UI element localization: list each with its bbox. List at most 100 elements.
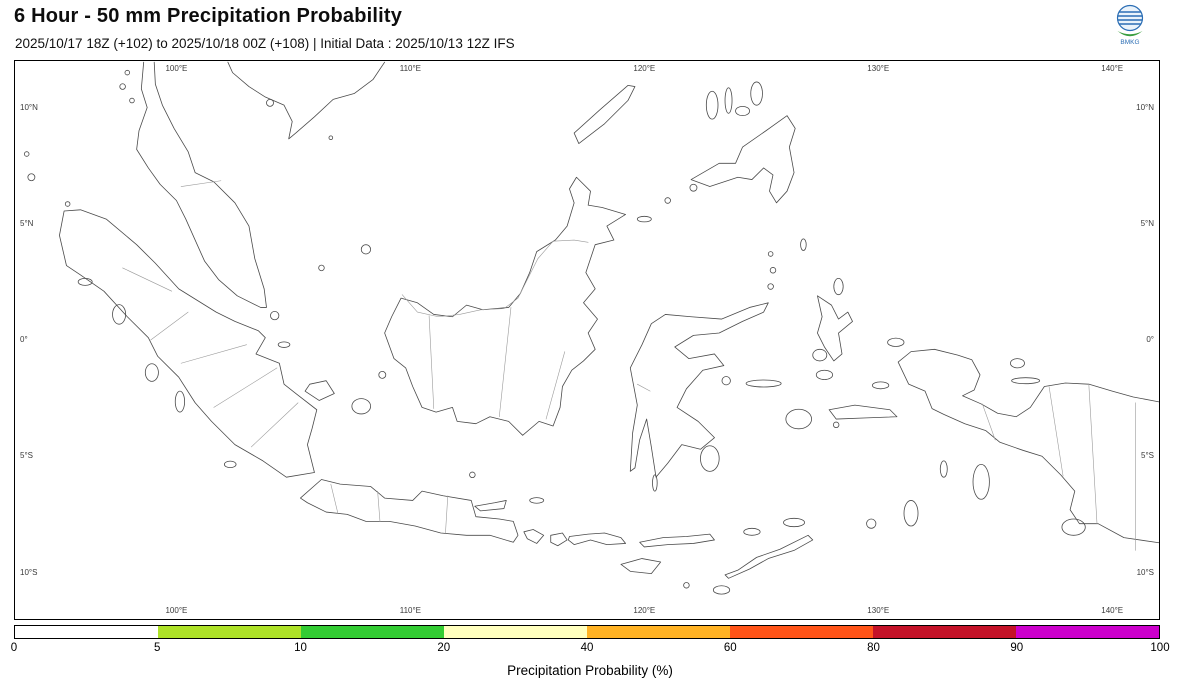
border-sumatra-province-5: [251, 403, 298, 447]
island-phuquoc: [266, 99, 273, 106]
island-kangean: [530, 498, 544, 504]
island-leyte: [751, 82, 763, 105]
page-subtitle: 2025/10/17 18Z (+102) to 2025/10/18 00Z …: [15, 36, 515, 51]
island-talaud: [801, 239, 807, 251]
bmkg-logo: BMKG: [1110, 3, 1150, 50]
island-tawitawi: [637, 216, 651, 222]
island-basilan: [690, 184, 697, 191]
island-mergui-2: [120, 84, 126, 90]
border-papua-province-2: [1049, 387, 1063, 477]
border-sumatra-province-3: [181, 345, 247, 364]
lat-tick-label-right: 10°N: [1136, 102, 1154, 112]
coastline-flores: [640, 534, 715, 547]
border-papua-province-3: [1089, 384, 1097, 524]
lon-tick-label-bottom: 130°E: [867, 606, 890, 615]
island-kolepom: [1062, 519, 1085, 535]
coastline-seram: [829, 405, 897, 419]
colorbar-segment-60-80: [730, 626, 873, 638]
border-sumatra-province-2: [151, 312, 188, 340]
island-sangihe-1: [768, 284, 774, 290]
island-waigeo: [888, 338, 904, 346]
island-kei: [940, 461, 947, 477]
lat-tick-label-right: 5°N: [1140, 218, 1154, 228]
island-mergui-3: [130, 98, 135, 103]
lat-tick-label-left: 5°N: [20, 218, 34, 228]
island-rote: [713, 586, 729, 594]
island-bohol: [736, 106, 750, 115]
island-negros: [706, 91, 718, 119]
island-nicobar-1: [28, 174, 35, 181]
lon-tick-label-top: 100°E: [165, 64, 188, 73]
colorbar-segment-20-40: [444, 626, 587, 638]
colorbar-segment-40-60: [587, 626, 730, 638]
island-babar: [867, 519, 876, 528]
colorbar-segment-5-10: [158, 626, 301, 638]
lon-tick-label-top: 110°E: [399, 64, 422, 73]
colorbar-tick-label: 90: [1010, 642, 1024, 654]
lon-tick-label-top: 120°E: [633, 64, 656, 73]
colorbar: [14, 625, 1160, 639]
colorbar-segment-0-5: [15, 626, 158, 638]
coastline-timor: [725, 535, 813, 578]
map-area: 100°E 100°E 110°E 110°E 120°E 120°E 130°E 130°E…: [14, 60, 1160, 620]
colorbar-tick-label: 100: [1150, 642, 1170, 654]
border-sumatra-province-1: [123, 268, 172, 291]
island-anambas: [319, 265, 325, 271]
border-kalimantan-province-2: [499, 307, 511, 416]
border-kalimantan-province-1: [429, 316, 434, 409]
indonesia-coastline-map: [15, 61, 1159, 619]
coastline-palawan: [574, 85, 635, 143]
lat-tick-label-left: 10°S: [20, 567, 38, 577]
lat-tick-label-left: 0°: [20, 335, 28, 344]
island-misool: [872, 382, 888, 389]
lon-tick-label-bottom: 100°E: [165, 606, 188, 615]
island-nias: [113, 305, 126, 325]
island-pagai: [175, 391, 184, 412]
island-tanimbar: [904, 500, 918, 526]
island-selayar: [653, 475, 658, 491]
lon-tick-label-bottom: 140°E: [1101, 606, 1124, 615]
border-papua-province-1: [982, 404, 995, 440]
bmkg-globe-icon: BMKG: [1116, 4, 1144, 46]
island-simeulue: [78, 278, 92, 285]
island-morotai: [834, 278, 843, 294]
island-biak: [1010, 359, 1024, 368]
island-buru: [786, 409, 812, 429]
colorbar-caption: Precipitation Probability (%): [507, 663, 673, 678]
border-java-province-3: [445, 496, 447, 533]
island-weh: [65, 202, 70, 207]
island-aru: [973, 464, 989, 499]
colorbar-tick-label: 40: [580, 642, 594, 654]
border-sulawesi-province-1: [637, 384, 650, 391]
colorbar-segment-90-100: [1016, 626, 1159, 638]
island-sabu: [684, 582, 690, 588]
island-natuna: [361, 245, 370, 254]
island-wetar: [784, 518, 805, 526]
lon-tick-label-top: 140°E: [1101, 64, 1124, 73]
lon-tick-label-bottom: 110°E: [399, 606, 422, 615]
coastline-bali: [524, 529, 544, 543]
coastline-sumbawa: [568, 533, 625, 545]
island-ambon: [833, 422, 839, 428]
colorbar-tick-label: 10: [294, 642, 307, 654]
lon-tick-label-top: 130°E: [867, 64, 890, 73]
colorbar-tick-label: 80: [867, 642, 880, 654]
coastline-madura: [475, 500, 507, 510]
border-thailand-malaysia: [181, 181, 221, 187]
island-jolo: [665, 198, 671, 204]
coastline-malay-peninsula: [137, 62, 267, 307]
coastline-vietnam: [228, 62, 385, 139]
border-borneo-malaysia-indonesia: [402, 240, 588, 317]
coastline-mindanao: [691, 116, 795, 203]
colorbar-segment-10-20: [301, 626, 444, 638]
island-obi: [816, 370, 832, 379]
island-alor: [744, 528, 760, 535]
colorbar-tick-label: 20: [437, 642, 451, 654]
colorbar-segment-80-90: [873, 626, 1016, 638]
coastline-sumba: [621, 559, 661, 574]
island-bacan: [813, 349, 827, 361]
lat-tick-label-left: 10°N: [20, 102, 38, 112]
island-lingga: [278, 342, 290, 348]
page-title: 6 Hour - 50 mm Precipitation Probability: [14, 5, 403, 27]
